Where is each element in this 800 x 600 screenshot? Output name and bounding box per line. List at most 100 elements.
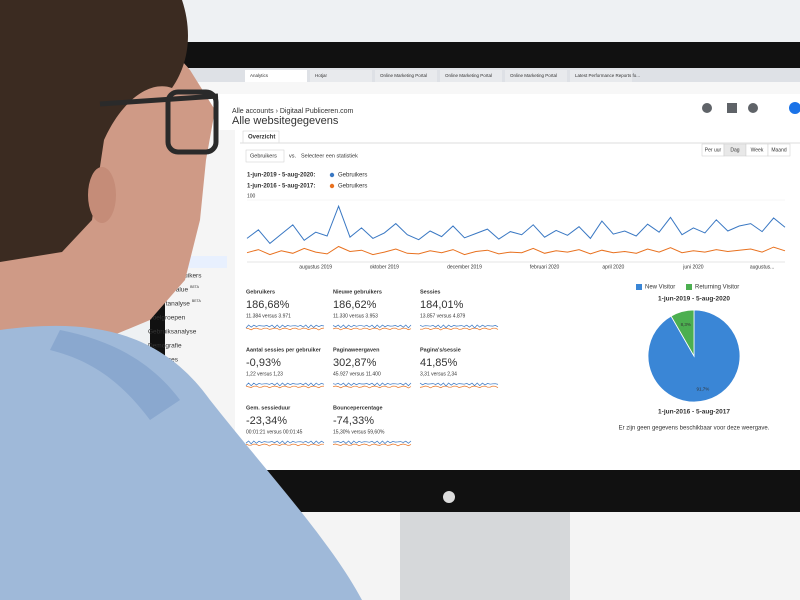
x-tick-label: december 2019 bbox=[447, 264, 482, 270]
sparkline bbox=[420, 327, 499, 331]
metric-dropdown-label: Gebruikers bbox=[250, 153, 277, 159]
metric-compare: 11.330 versus 3.953 bbox=[333, 313, 378, 319]
sparkline bbox=[245, 440, 325, 445]
sparkline bbox=[419, 385, 499, 389]
browser-tab-label: Hotjar bbox=[315, 73, 328, 78]
metric-compare: 00:01:21 versus 00:01:45 bbox=[246, 429, 303, 435]
sparkline bbox=[245, 327, 325, 331]
glasses-arm bbox=[99, 93, 219, 107]
sparkline bbox=[332, 382, 412, 387]
select-metric[interactable]: Selecteer een statistiek bbox=[301, 153, 358, 159]
sidebar-item[interactable]: Demografie bbox=[148, 343, 182, 350]
x-tick-label: juni 2020 bbox=[682, 264, 704, 270]
pie-legend-label: Returning Visitor bbox=[695, 285, 739, 291]
logo bbox=[443, 491, 455, 503]
line-series bbox=[246, 245, 786, 256]
sparkline bbox=[333, 440, 412, 445]
metric-label: Nieuwe gebruikers bbox=[333, 289, 382, 295]
metric-compare: 15,30% versus 59,60% bbox=[333, 429, 385, 435]
period-label: Per uur bbox=[705, 147, 722, 153]
legend-label: Gebruikers bbox=[338, 173, 367, 179]
bell-icon[interactable] bbox=[702, 103, 712, 113]
avatar[interactable] bbox=[789, 102, 800, 114]
legend-period: 1-jun-2016 - 5-aug-2017: bbox=[247, 184, 315, 190]
apps-icon[interactable] bbox=[727, 103, 737, 113]
browser-tab[interactable] bbox=[440, 70, 502, 82]
breadcrumb: Alle accounts › Digitaal Publiceren.com bbox=[232, 108, 354, 115]
period-label: Maand bbox=[771, 147, 787, 153]
pie-value-label: 91,7% bbox=[697, 387, 710, 392]
legend-period: 1-jun-2019 - 5-aug-2020: bbox=[247, 173, 315, 179]
legend-swatch bbox=[329, 183, 335, 189]
monitor-stand bbox=[400, 500, 570, 600]
address-bar bbox=[165, 82, 800, 94]
browser-tab-label: Online Marketing Portal bbox=[510, 73, 557, 78]
y-tick-label: 100 bbox=[247, 193, 256, 199]
help-icon[interactable] bbox=[748, 103, 758, 113]
collar bbox=[50, 330, 180, 420]
ga-header bbox=[165, 94, 800, 130]
pie-slice bbox=[670, 309, 695, 358]
sparkline bbox=[332, 324, 412, 329]
metric-value: 184,01% bbox=[420, 299, 464, 311]
pie-title: 1-jun-2019 - 5-aug-2020 bbox=[658, 296, 730, 303]
x-tick-label: februari 2020 bbox=[530, 264, 560, 270]
metric-label: Gem. sessieduur bbox=[246, 405, 291, 411]
person bbox=[0, 0, 362, 600]
sparkline bbox=[245, 382, 325, 387]
sparkline bbox=[419, 324, 499, 329]
legend-label: Gebruikers bbox=[338, 184, 367, 190]
metric-compare: 3,31 versus 2,34 bbox=[420, 371, 457, 377]
pie-value-label: 8,3% bbox=[681, 322, 691, 327]
screen: Alle accounts › Digitaal Publiceren.com … bbox=[148, 68, 800, 470]
pie-note: Er zijn geen gegevens beschikbaar voor d… bbox=[619, 426, 770, 432]
metric-label: Sessies bbox=[420, 289, 441, 295]
vs-label: vs. bbox=[289, 153, 297, 159]
metric-value: 186,62% bbox=[333, 299, 377, 311]
browser-tab[interactable] bbox=[375, 70, 437, 82]
browser-tab[interactable] bbox=[570, 70, 632, 82]
metric-label: Bouncepercentage bbox=[333, 405, 383, 411]
metric-value: -74,33% bbox=[333, 415, 374, 427]
metric-compare: 45.927 versus 11.400 bbox=[333, 371, 381, 377]
x-tick-label: april 2020 bbox=[602, 264, 624, 270]
browser-tab[interactable] bbox=[310, 70, 372, 82]
browser-tab-label: Online Marketing Portal bbox=[380, 73, 427, 78]
sidebar-badge: BETA bbox=[190, 285, 200, 289]
metric-value: 186,68% bbox=[246, 299, 290, 311]
x-tick-label: oktober 2019 bbox=[370, 264, 399, 270]
hair bbox=[0, 0, 188, 262]
period-button[interactable] bbox=[767, 143, 791, 157]
page-title: Alle websitegegevens bbox=[232, 115, 339, 127]
metric-value: 302,87% bbox=[333, 357, 377, 369]
pie-legend-label: New Visitor bbox=[645, 285, 675, 291]
period-label: Dag bbox=[730, 147, 739, 153]
sidebar-badge: BETA bbox=[192, 299, 202, 303]
metric-value: -23,34% bbox=[246, 415, 287, 427]
metric-value: 41,85% bbox=[420, 357, 458, 369]
browser-tab[interactable] bbox=[505, 70, 567, 82]
shirt bbox=[0, 325, 362, 600]
sidebar-item[interactable]: Gebruiksanalyse bbox=[148, 329, 197, 336]
browser-tab[interactable] bbox=[245, 70, 307, 82]
sidebar-item[interactable]: Cohortanalyse bbox=[148, 301, 190, 308]
line-series bbox=[246, 204, 786, 245]
metric-compare: 13.857 versus 4.879 bbox=[420, 313, 466, 319]
sparkline bbox=[332, 443, 412, 447]
sparkline bbox=[419, 382, 499, 387]
browser-tab-label: Analytics bbox=[250, 73, 269, 78]
pie-legend-swatch bbox=[636, 284, 642, 290]
glasses-lens bbox=[165, 89, 219, 155]
sparkline bbox=[245, 385, 325, 389]
metric-dropdown[interactable] bbox=[245, 149, 285, 163]
period-label: Week bbox=[751, 147, 764, 153]
metric-label: Paginaweergaven bbox=[333, 347, 380, 353]
legend-swatch bbox=[329, 172, 335, 178]
pie-comparison-title: 1-jun-2016 - 5-aug-2017 bbox=[658, 409, 730, 416]
sparkline bbox=[245, 324, 325, 329]
ear bbox=[88, 167, 116, 223]
x-tick-label: augustus... bbox=[750, 264, 774, 270]
x-tick-label: augustus 2019 bbox=[299, 264, 332, 270]
sidebar-item[interactable]: Doelgroepen bbox=[148, 315, 186, 322]
